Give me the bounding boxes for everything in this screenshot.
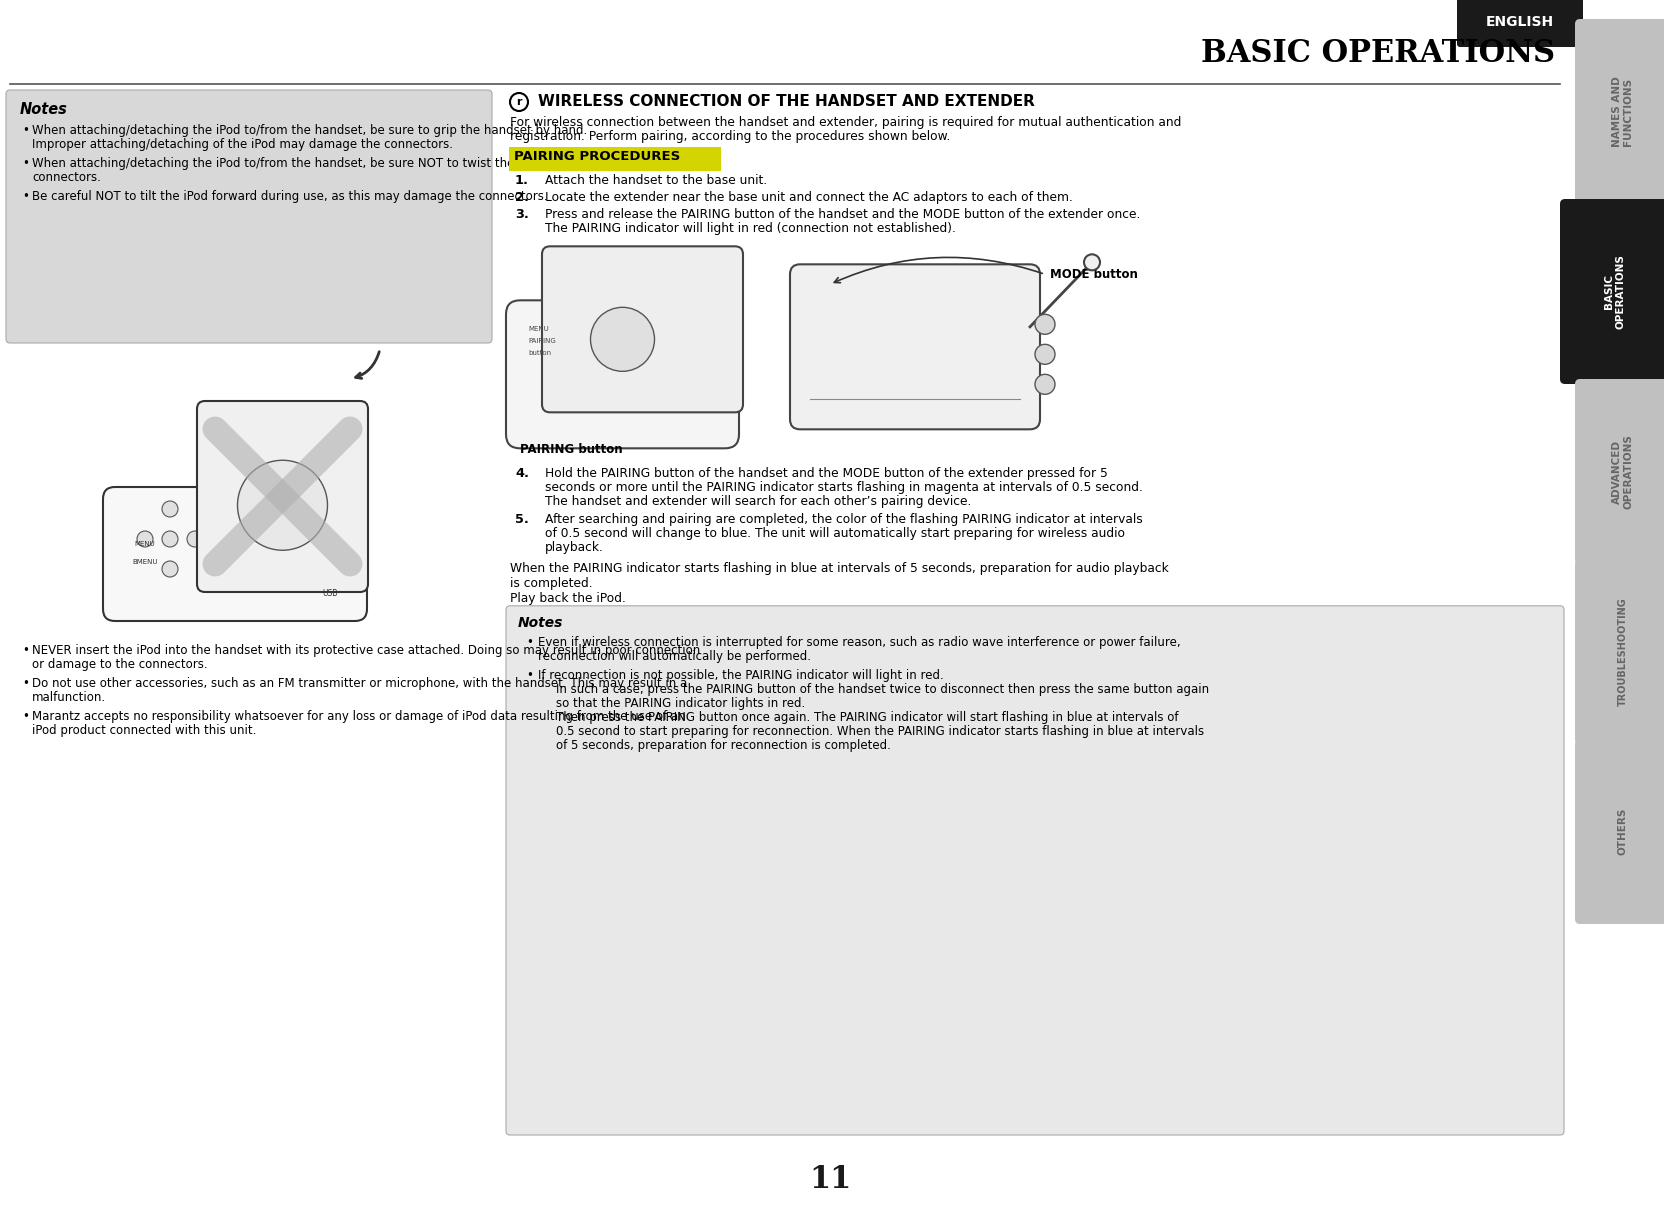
Circle shape — [161, 561, 178, 577]
Text: •: • — [22, 157, 28, 170]
Text: In such a case, press the PAIRING button of the handset twice to disconnect then: In such a case, press the PAIRING button… — [556, 683, 1208, 696]
Text: The PAIRING indicator will light in red (connection not established).: The PAIRING indicator will light in red … — [544, 222, 955, 236]
Text: or damage to the connectors.: or damage to the connectors. — [32, 658, 208, 671]
Text: •: • — [526, 669, 532, 682]
Text: 0.5 second to start preparing for reconnection. When the PAIRING indicator start: 0.5 second to start preparing for reconn… — [556, 725, 1203, 737]
FancyBboxPatch shape — [1574, 739, 1664, 924]
Text: ENGLISH: ENGLISH — [1484, 15, 1553, 29]
FancyBboxPatch shape — [7, 89, 491, 343]
Text: For wireless connection between the handset and extender, pairing is required fo: For wireless connection between the hand… — [509, 116, 1181, 129]
Text: WIRELESS CONNECTION OF THE HANDSET AND EXTENDER: WIRELESS CONNECTION OF THE HANDSET AND E… — [537, 94, 1035, 109]
Text: PAIRING button: PAIRING button — [519, 442, 622, 456]
Text: If reconnection is not possible, the PAIRING indicator will light in red.: If reconnection is not possible, the PAI… — [537, 669, 943, 682]
Text: 4.: 4. — [514, 468, 529, 480]
Text: PAIRING: PAIRING — [527, 339, 556, 345]
Text: 1.: 1. — [514, 174, 529, 187]
Text: Marantz accepts no responsibility whatsoever for any loss or damage of iPod data: Marantz accepts no responsibility whatso… — [32, 710, 686, 723]
Text: Locate the extender near the base unit and connect the AC adaptors to each of th: Locate the extender near the base unit a… — [544, 191, 1072, 204]
Text: button: button — [527, 351, 551, 357]
Text: Then press the PAIRING button once again. The PAIRING indicator will start flash: Then press the PAIRING button once again… — [556, 711, 1178, 724]
FancyBboxPatch shape — [1456, 0, 1582, 47]
FancyBboxPatch shape — [506, 300, 739, 449]
Text: Press and release the PAIRING button of the handset and the MODE button of the e: Press and release the PAIRING button of … — [544, 208, 1140, 221]
Circle shape — [238, 461, 328, 550]
Circle shape — [1035, 345, 1055, 364]
Text: MODE button: MODE button — [1050, 268, 1137, 280]
Text: •: • — [22, 677, 28, 690]
Text: TROUBLESHOOTING: TROUBLESHOOTING — [1616, 597, 1626, 706]
Text: iPod product connected with this unit.: iPod product connected with this unit. — [32, 724, 256, 737]
Text: NAMES AND
FUNCTIONS: NAMES AND FUNCTIONS — [1611, 76, 1632, 146]
Text: reconnection will automatically be performed.: reconnection will automatically be perfo… — [537, 649, 810, 663]
Text: Attach the handset to the base unit.: Attach the handset to the base unit. — [544, 174, 767, 187]
Text: •: • — [22, 190, 28, 203]
Text: malfunction.: malfunction. — [32, 692, 106, 704]
Circle shape — [161, 501, 178, 517]
Text: playback.: playback. — [544, 540, 604, 554]
Text: Play back the iPod.: Play back the iPod. — [509, 591, 626, 604]
Text: •: • — [22, 710, 28, 723]
Text: USB: USB — [323, 590, 338, 598]
Circle shape — [1083, 254, 1100, 271]
Text: of 5 seconds, preparation for reconnection is completed.: of 5 seconds, preparation for reconnecti… — [556, 739, 890, 752]
Text: Hold the PAIRING button of the handset and the MODE button of the extender press: Hold the PAIRING button of the handset a… — [544, 468, 1107, 480]
Text: r: r — [516, 97, 521, 108]
Text: 2.: 2. — [514, 191, 529, 204]
FancyBboxPatch shape — [1574, 19, 1664, 204]
Text: •: • — [22, 125, 28, 137]
FancyBboxPatch shape — [509, 147, 721, 170]
Circle shape — [591, 307, 654, 371]
Text: OTHERS: OTHERS — [1616, 808, 1626, 855]
Text: After searching and pairing are completed, the color of the flashing PAIRING ind: After searching and pairing are complete… — [544, 513, 1142, 526]
Text: NEVER insert the iPod into the handset with its protective case attached. Doing : NEVER insert the iPod into the handset w… — [32, 644, 701, 656]
Text: seconds or more until the PAIRING indicator starts flashing in magenta at interv: seconds or more until the PAIRING indica… — [544, 481, 1142, 494]
Circle shape — [136, 531, 153, 546]
Text: MENU: MENU — [527, 326, 549, 332]
FancyBboxPatch shape — [542, 247, 742, 412]
FancyBboxPatch shape — [103, 487, 366, 621]
Text: •: • — [22, 644, 28, 656]
FancyBboxPatch shape — [1574, 559, 1664, 744]
Text: 5.: 5. — [514, 513, 529, 526]
Text: Notes: Notes — [518, 615, 562, 630]
Text: PAIRING PROCEDURES: PAIRING PROCEDURES — [514, 150, 681, 163]
Text: When attaching/detaching the iPod to/from the handset, be sure to grip the hands: When attaching/detaching the iPod to/fro… — [32, 125, 587, 137]
Text: Even if wireless connection is interrupted for some reason, such as radio wave i: Even if wireless connection is interrupt… — [537, 636, 1180, 649]
Circle shape — [1035, 375, 1055, 394]
Text: BASIC
OPERATIONS: BASIC OPERATIONS — [1602, 254, 1624, 329]
Text: BASIC OPERATIONS: BASIC OPERATIONS — [1200, 37, 1554, 69]
Text: Notes: Notes — [20, 102, 68, 117]
Text: ADVANCED
OPERATIONS: ADVANCED OPERATIONS — [1611, 434, 1632, 509]
Text: BMENU: BMENU — [131, 559, 158, 565]
Text: Improper attaching/detaching of the iPod may damage the connectors.: Improper attaching/detaching of the iPod… — [32, 138, 453, 151]
FancyBboxPatch shape — [1559, 199, 1664, 384]
FancyBboxPatch shape — [789, 265, 1040, 429]
Text: connectors.: connectors. — [32, 170, 102, 184]
FancyBboxPatch shape — [1574, 378, 1664, 565]
Text: Do not use other accessories, such as an FM transmitter or microphone, with the : Do not use other accessories, such as an… — [32, 677, 687, 690]
FancyBboxPatch shape — [196, 401, 368, 592]
Text: Be careful NOT to tilt the iPod forward during use, as this may damage the conne: Be careful NOT to tilt the iPod forward … — [32, 190, 547, 203]
Text: When attaching/detaching the iPod to/from the handset, be sure NOT to twist the : When attaching/detaching the iPod to/fro… — [32, 157, 694, 170]
Text: is completed.: is completed. — [509, 577, 592, 590]
Text: of 0.5 second will change to blue. The unit will automatically start preparing f: of 0.5 second will change to blue. The u… — [544, 527, 1125, 539]
Circle shape — [509, 93, 527, 111]
FancyBboxPatch shape — [506, 606, 1562, 1135]
Text: registration. Perform pairing, according to the procedures shown below.: registration. Perform pairing, according… — [509, 131, 950, 143]
Text: MENU: MENU — [135, 540, 155, 546]
Text: The handset and extender will search for each other’s pairing device.: The handset and extender will search for… — [544, 496, 970, 509]
Circle shape — [161, 531, 178, 546]
Text: •: • — [526, 636, 532, 649]
Text: 3.: 3. — [514, 208, 529, 221]
Text: so that the PAIRING indicator lights in red.: so that the PAIRING indicator lights in … — [556, 696, 805, 710]
Circle shape — [1035, 314, 1055, 335]
Text: When the PAIRING indicator starts flashing in blue at intervals of 5 seconds, pr: When the PAIRING indicator starts flashi… — [509, 562, 1168, 574]
Text: 11: 11 — [809, 1163, 850, 1194]
Circle shape — [186, 531, 203, 546]
